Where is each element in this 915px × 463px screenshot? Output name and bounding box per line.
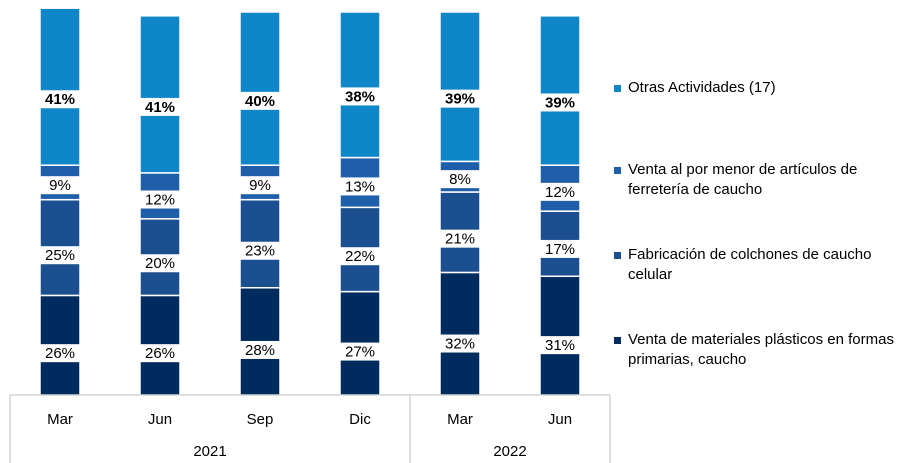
label-background (236, 241, 284, 260)
group-label: 2022 (493, 443, 526, 460)
legend-label: Venta al por menor de artículos de ferre… (628, 161, 858, 198)
data-label: 41% (45, 91, 75, 108)
data-label: 39% (545, 94, 575, 111)
label-background (236, 176, 284, 195)
data-label: 38% (345, 88, 375, 105)
bar-segment (439, 271, 481, 396)
data-label: 28% (245, 342, 275, 359)
label-background (436, 334, 484, 353)
bar-segment (339, 11, 381, 159)
data-label: 12% (545, 184, 575, 201)
label-background (136, 344, 184, 363)
data-label: 8% (449, 171, 471, 188)
label-background (36, 344, 84, 363)
data-label: 21% (445, 231, 475, 248)
data-label: 12% (145, 191, 175, 208)
label-background (336, 177, 384, 196)
legend-swatch (614, 337, 621, 344)
data-label: 26% (145, 345, 175, 362)
label-background (36, 90, 84, 109)
label-background (436, 89, 484, 108)
data-label: 41% (145, 99, 175, 116)
data-label: 27% (345, 344, 375, 361)
x-tick-label: Jun (148, 411, 172, 428)
data-label: 17% (545, 241, 575, 258)
label-background (536, 239, 584, 258)
label-background (536, 93, 584, 112)
bar-segment (139, 15, 181, 174)
x-tick-label: Sep (247, 411, 274, 428)
label-background (236, 340, 284, 359)
label-background (336, 87, 384, 106)
legend-item: Venta de materiales plásticos en formas … (614, 330, 914, 370)
legend-label: Fabricación de colchones de caucho celul… (628, 246, 872, 283)
data-label: 39% (445, 91, 475, 108)
label-background (136, 190, 184, 209)
legend-label: Otras Actividades (17) (628, 79, 776, 96)
bar-segment (439, 11, 481, 163)
x-tick-label: Jun (548, 411, 572, 428)
x-tick-label: Mar (47, 411, 73, 428)
data-label: 31% (545, 337, 575, 354)
label-background (436, 170, 484, 189)
x-tick-label: Dic (349, 411, 371, 428)
label-background (36, 176, 84, 195)
label-background (336, 247, 384, 266)
legend-label: Venta de materiales plásticos en formas … (628, 331, 894, 368)
data-label: 13% (345, 178, 375, 195)
label-background (336, 342, 384, 361)
x-tick-label: Mar (447, 411, 473, 428)
legend-item: Otras Actividades (17) (614, 78, 914, 98)
data-label: 9% (49, 177, 71, 194)
label-background (436, 229, 484, 248)
data-label: 40% (245, 93, 275, 110)
data-label: 32% (445, 335, 475, 352)
bar-segment (39, 7, 81, 166)
data-label: 25% (45, 247, 75, 264)
data-label: 20% (145, 255, 175, 272)
label-background (136, 254, 184, 273)
label-background (236, 91, 284, 110)
legend-swatch (614, 252, 621, 259)
legend-swatch (614, 85, 621, 92)
data-label: 22% (345, 248, 375, 265)
bar-segment (539, 15, 581, 166)
label-background (36, 246, 84, 265)
bar-segment (239, 11, 281, 166)
data-label: 26% (45, 345, 75, 362)
label-background (136, 97, 184, 116)
group-label: 2021 (193, 443, 226, 460)
legend-item: Venta al por menor de artículos de ferre… (614, 160, 914, 200)
data-label: 9% (249, 177, 271, 194)
label-background (536, 182, 584, 201)
data-label: 23% (245, 243, 275, 260)
legend-swatch (614, 167, 621, 174)
legend-item: Fabricación de colchones de caucho celul… (614, 245, 914, 285)
bar-segment (539, 275, 581, 396)
label-background (536, 336, 584, 355)
